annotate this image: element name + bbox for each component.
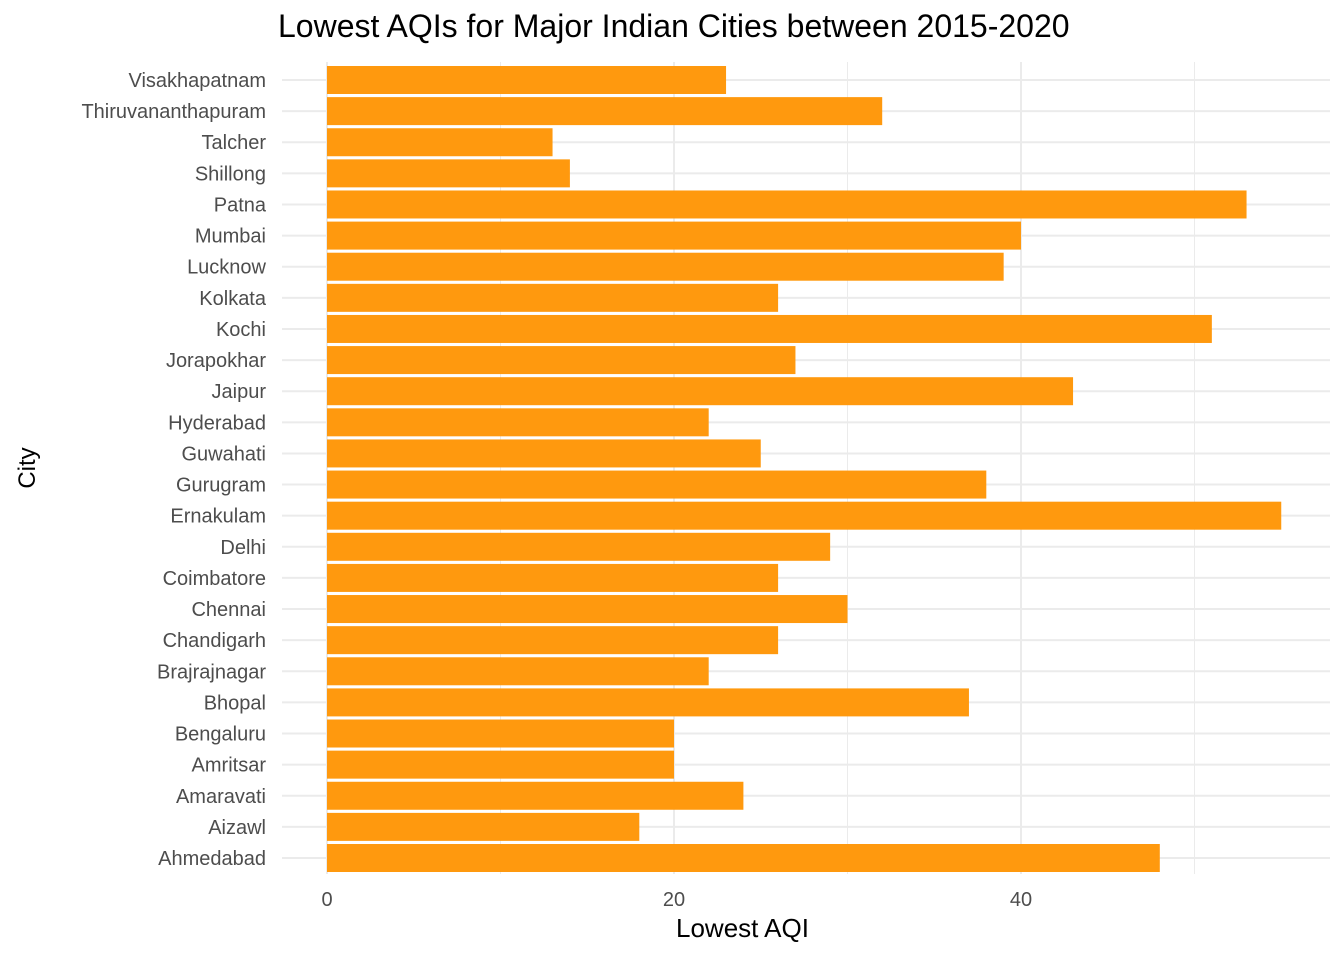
- y-tick-label: Bhopal: [204, 692, 266, 714]
- bar-kolkata: [327, 283, 779, 312]
- bar-talcher: [327, 128, 553, 157]
- y-tick-label: Aizawl: [208, 817, 266, 839]
- bar-thiruvananthapuram: [327, 97, 883, 126]
- y-tick-label: Jorapokhar: [166, 350, 266, 372]
- y-tick-label: Kolkata: [199, 288, 267, 310]
- bar-lucknow: [327, 252, 1004, 281]
- y-tick-label: Guwahati: [182, 443, 267, 465]
- y-tick-label: Bengaluru: [175, 724, 266, 746]
- bar-patna: [327, 190, 1247, 219]
- bar-hyderabad: [327, 408, 709, 437]
- y-tick-label: Talcher: [202, 132, 267, 154]
- y-tick-label: Kochi: [216, 319, 266, 341]
- bar-guwahati: [327, 439, 761, 468]
- y-tick-label: Gurugram: [176, 475, 266, 497]
- x-tick-labels: 0 20 40: [321, 889, 1032, 911]
- y-tick-label: Shillong: [195, 163, 266, 185]
- y-tick-label: Amaravati: [176, 786, 266, 808]
- bar-bengaluru: [327, 719, 674, 748]
- y-tick-label: Chennai: [191, 599, 266, 621]
- x-tick-label: 40: [1010, 889, 1032, 911]
- bar-jaipur: [327, 377, 1074, 406]
- bar-mumbai: [327, 221, 1021, 250]
- bar-aizawl: [327, 812, 640, 841]
- y-tick-label: Delhi: [220, 537, 266, 559]
- y-tick-label: Visakhapatnam: [129, 70, 267, 92]
- y-tick-label: Lucknow: [187, 257, 266, 279]
- bar-gurugram: [327, 470, 987, 499]
- bar-chandigarh: [327, 626, 779, 655]
- bar-bhopal: [327, 688, 969, 717]
- bar-jorapokhar: [327, 346, 796, 375]
- y-tick-label: Patna: [214, 194, 267, 216]
- bar-delhi: [327, 532, 831, 561]
- y-tick-label: Ahmedabad: [158, 848, 266, 870]
- bar-brajrajnagar: [327, 657, 709, 686]
- x-axis-title: Lowest AQI: [676, 913, 809, 943]
- bar-amritsar: [327, 750, 674, 779]
- y-tick-label: Ernakulam: [170, 506, 266, 528]
- bar-chennai: [327, 595, 848, 624]
- bar-shillong: [327, 159, 570, 188]
- bar-coimbatore: [327, 563, 779, 592]
- x-tick-label: 0: [321, 889, 332, 911]
- bar-kochi: [327, 314, 1212, 343]
- y-tick-label: Amritsar: [192, 755, 267, 777]
- y-tick-label: Hyderabad: [168, 412, 266, 434]
- y-tick-label: Jaipur: [212, 381, 267, 403]
- x-tick-label: 20: [663, 889, 685, 911]
- chart-title: Lowest AQIs for Major Indian Cities betw…: [278, 8, 1070, 44]
- y-axis-title: City: [14, 447, 41, 489]
- y-tick-label: Coimbatore: [163, 568, 266, 590]
- bar-ahmedabad: [327, 844, 1160, 872]
- y-tick-label: Thiruvananthapuram: [81, 101, 266, 123]
- y-tick-label: Brajrajnagar: [157, 661, 266, 683]
- bar-visakhapatnam: [327, 66, 727, 94]
- bar-layer: [327, 66, 1282, 872]
- y-tick-label: Mumbai: [195, 226, 266, 248]
- y-tick-label: Chandigarh: [163, 630, 266, 652]
- bar-amaravati: [327, 781, 744, 810]
- bar-ernakulam: [327, 501, 1282, 530]
- y-tick-labels: Ahmedabad Aizawl Amaravati Amritsar Bengalur…: [81, 70, 266, 870]
